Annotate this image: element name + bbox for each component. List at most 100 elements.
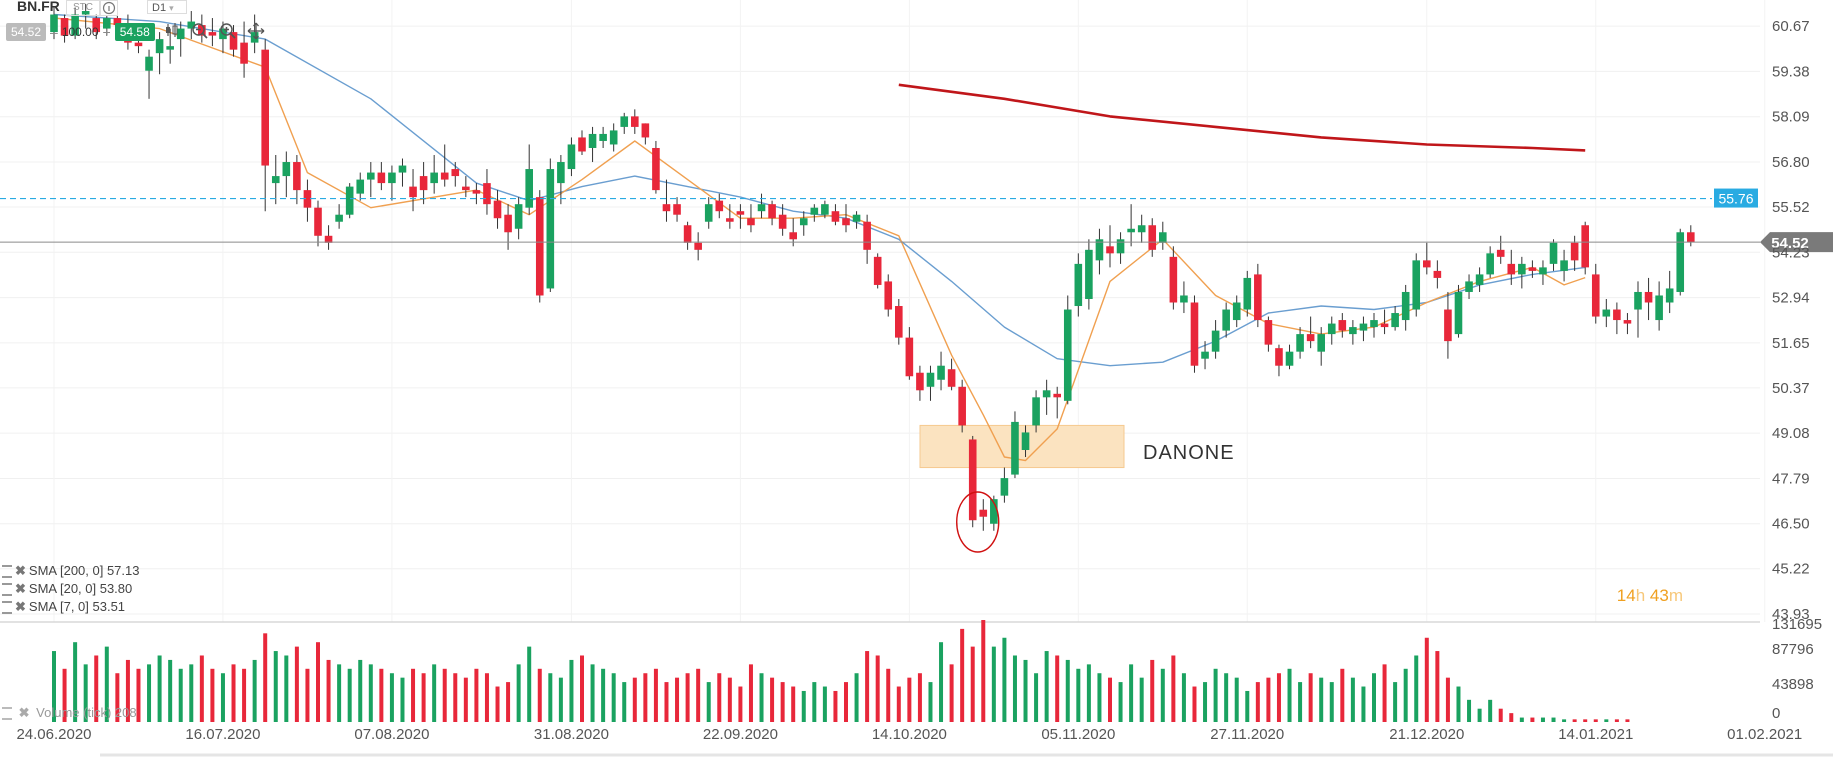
candle[interactable] [852,211,861,229]
candle[interactable] [1285,344,1294,370]
candle[interactable] [493,190,502,229]
candle[interactable] [1349,320,1357,345]
indicator-sma20[interactable]: ✖ SMA [20, 0] 53.80 [2,580,139,598]
candle[interactable] [821,200,829,219]
candle[interactable] [345,183,354,219]
candle[interactable] [50,7,58,40]
candle[interactable] [736,204,745,229]
candle[interactable] [1211,320,1220,359]
candle[interactable] [863,214,871,264]
plus-icon[interactable]: + [102,24,111,40]
candle[interactable] [388,165,396,201]
candle[interactable] [958,379,966,433]
candle[interactable] [1634,281,1642,338]
candle[interactable] [367,162,375,198]
settings-icon[interactable] [2,565,12,579]
candle[interactable] [1306,316,1315,349]
candle[interactable] [926,365,935,401]
candle[interactable] [314,200,322,247]
candle[interactable] [768,200,776,226]
candle[interactable] [694,232,702,261]
candle[interactable] [1549,239,1558,271]
candle[interactable] [1560,249,1568,282]
candle[interactable] [1000,467,1009,503]
candle[interactable] [1475,267,1484,292]
candle[interactable] [1011,411,1019,479]
candle[interactable] [1687,225,1695,247]
candle[interactable] [409,169,417,212]
candle[interactable] [155,32,164,75]
candle[interactable] [641,123,650,145]
timeframe-select[interactable]: D1 ▾ [147,0,187,14]
candle[interactable] [1507,249,1516,285]
candle[interactable] [683,221,692,250]
candle[interactable] [356,172,365,201]
candle[interactable] [578,130,586,156]
settings-icon[interactable] [2,707,12,721]
candle[interactable] [1063,295,1072,405]
candle[interactable] [810,204,819,222]
candle[interactable] [1602,298,1611,328]
candle[interactable] [1190,295,1199,373]
candle[interactable] [229,25,238,57]
candle[interactable] [335,204,343,229]
candle[interactable] [778,204,787,236]
chart-type-icon[interactable] [161,22,183,42]
candle[interactable] [514,197,523,240]
candle[interactable] [1106,225,1114,268]
candle[interactable] [1042,379,1051,415]
symbol-label[interactable]: BN.FR [17,0,60,14]
candle[interactable] [472,183,481,205]
candle[interactable] [1496,235,1505,264]
symbol-type-badge[interactable]: STC [66,0,100,16]
close-icon[interactable]: ✖ [15,563,26,578]
candle[interactable] [1137,214,1146,243]
candle[interactable] [947,358,956,391]
bid-price-button[interactable]: 54.52 [6,23,47,41]
candle[interactable] [1032,390,1040,433]
candle[interactable] [1370,313,1378,338]
low-circle-annotation[interactable] [956,491,1000,553]
settings-icon[interactable] [2,601,12,615]
candle[interactable] [535,190,544,303]
settings-icon[interactable] [2,583,12,597]
candle[interactable] [599,126,607,148]
close-icon[interactable]: ✖ [18,705,30,720]
candle[interactable] [588,126,597,163]
close-icon[interactable]: ✖ [15,599,26,614]
candle[interactable] [1423,242,1431,275]
candle[interactable] [757,193,766,219]
candle[interactable] [1243,270,1252,317]
candle[interactable] [1021,425,1030,458]
candle[interactable] [1275,344,1283,377]
candle[interactable] [261,39,269,212]
candle[interactable] [1317,327,1325,366]
candle[interactable] [1676,228,1685,296]
candle[interactable] [419,162,428,205]
candle[interactable] [1169,246,1178,310]
candle[interactable] [990,495,998,531]
candle[interactable] [451,162,460,187]
candle[interactable] [905,327,914,380]
candle[interactable] [198,14,206,43]
candle[interactable] [1116,232,1125,264]
candle[interactable] [1454,284,1463,338]
candle[interactable] [92,14,101,40]
candle[interactable] [799,211,808,236]
candle[interactable] [1338,313,1347,338]
candle[interactable] [1359,316,1368,342]
quantity-input[interactable]: 100.00 [61,25,99,39]
candle[interactable] [1539,260,1547,285]
candle[interactable] [1148,218,1157,257]
candle[interactable] [1159,221,1167,250]
candle[interactable] [398,158,407,187]
candle[interactable] [1655,281,1663,331]
candle[interactable] [1401,284,1410,331]
candle[interactable] [1254,263,1262,328]
candle[interactable] [1380,309,1389,335]
candle[interactable] [620,112,629,134]
candle[interactable] [303,179,312,222]
zoom-in-icon[interactable] [217,22,239,42]
candle[interactable] [546,158,555,292]
